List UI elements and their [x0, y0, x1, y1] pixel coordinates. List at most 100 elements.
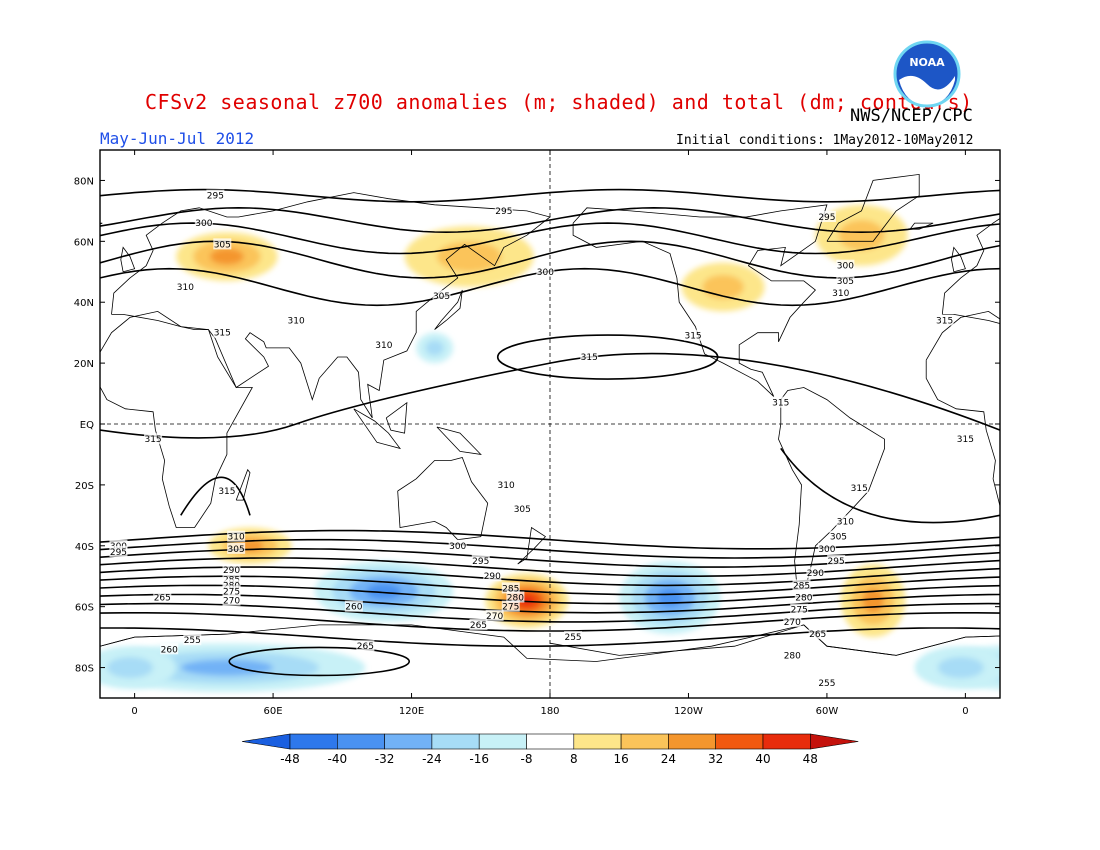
contour-label-bg	[356, 640, 375, 652]
contour-label: 310	[836, 515, 855, 527]
plot-frame	[99, 149, 1001, 699]
contour-label-text: 270	[486, 612, 503, 622]
coastline	[1067, 470, 1081, 500]
anomaly-shading	[100, 204, 1000, 692]
contour-label-text: 300	[818, 545, 835, 555]
contour-label-text: 280	[507, 594, 524, 604]
contour-label: 270	[783, 615, 802, 628]
contour-label-bg	[160, 643, 179, 655]
colorbar-swatch	[573, 733, 622, 750]
lon-tick-label: 180	[540, 706, 559, 717]
contour-label: 295	[827, 555, 846, 567]
contour-label: 305	[213, 238, 232, 250]
contour-line	[100, 557, 1000, 577]
contour-line	[180, 476, 251, 516]
contour-label-bg	[817, 542, 836, 554]
contour-label: 310	[176, 281, 195, 293]
contour-label-text: 315	[684, 332, 701, 342]
anomaly-band	[425, 340, 444, 356]
contour-label: 255	[564, 631, 583, 643]
anomaly-band	[965, 654, 1000, 681]
contour-label-text: 280	[795, 594, 812, 604]
coastline	[0, 388, 54, 586]
contour-label-text: 310	[288, 316, 305, 326]
contour-label-bg	[344, 600, 363, 612]
anomaly-band	[100, 646, 177, 689]
lon-tick-label: 0	[962, 706, 968, 717]
contour-label-bg	[374, 338, 393, 350]
contour-label-text: 265	[470, 621, 487, 631]
contour-label-text: 315	[936, 316, 953, 326]
coastline	[100, 310, 253, 528]
coastline	[397, 457, 489, 541]
anomaly-band	[366, 583, 402, 600]
lat-tick-label: 80N	[74, 176, 94, 187]
contour-label: 275	[222, 585, 241, 597]
contour-label: 280	[506, 591, 525, 604]
contour-label: 300	[817, 542, 836, 555]
contour-label-text: 285	[793, 581, 810, 591]
contour-label-bg	[222, 585, 241, 597]
lon-tick-label: 0	[131, 706, 137, 717]
contour-label-bg	[817, 210, 836, 222]
contour-label: 260	[344, 600, 363, 613]
contour-label-text: 275	[502, 603, 519, 613]
colorbar-swatch	[384, 733, 433, 750]
anomaly-band	[314, 561, 454, 622]
contour-label-text: 305	[228, 545, 245, 555]
lon-tick-label: 60W	[816, 706, 839, 717]
contour-label-text: 260	[345, 603, 362, 613]
anomaly-band	[404, 226, 534, 287]
contour-label: 315	[935, 314, 954, 326]
contour-label-text: 300	[110, 542, 127, 552]
contour-label-text: 285	[502, 584, 519, 594]
anomaly-band	[106, 656, 154, 679]
anomaly-band	[815, 204, 908, 266]
contour-label-bg	[222, 579, 241, 591]
colorbar-swatch	[526, 733, 575, 750]
contour-line	[100, 267, 1000, 307]
contour-line	[100, 240, 1000, 279]
colorbar-label: -8	[521, 752, 533, 766]
contour-line	[100, 188, 1000, 203]
contour-label: 275	[501, 600, 520, 613]
contour-label: 295	[494, 204, 513, 217]
contour-label-bg	[684, 329, 703, 341]
contour-label-bg	[213, 326, 232, 338]
contour-line	[100, 593, 1000, 614]
contour-label: 300	[194, 217, 213, 229]
contour-label: 310	[287, 314, 306, 326]
coastline	[826, 173, 920, 242]
contour-label-bg	[783, 615, 802, 627]
contour-label-bg	[153, 591, 172, 603]
coastline	[517, 526, 547, 565]
contour-label-bg	[287, 314, 306, 326]
contour-label-text: 315	[218, 487, 235, 497]
contour-label-text: 315	[772, 399, 789, 409]
colorbar: -48 -40 -32 -24 -16 -8 8 16 24 32 40 48	[241, 733, 859, 766]
colorbar-swatch	[668, 733, 717, 750]
contour-label-text: 310	[837, 517, 854, 527]
contour-line	[100, 612, 1000, 632]
continent-outlines	[0, 173, 1081, 662]
anomaly-band	[937, 656, 984, 679]
anomaly-band	[502, 584, 552, 618]
anomaly-band	[436, 241, 502, 272]
anomaly-feature	[208, 527, 292, 565]
anomaly-band	[349, 576, 419, 607]
contour-label: 300	[836, 259, 855, 272]
anomaly-feature	[815, 204, 908, 266]
contour-label-text: 290	[807, 569, 824, 579]
contour-label-text: 295	[828, 557, 845, 567]
contour-label: 300	[536, 265, 555, 278]
contour-label: 315	[217, 484, 236, 497]
contour-label: 255	[183, 634, 202, 646]
contour-line	[100, 538, 1000, 559]
colorbar-label: -16	[469, 752, 489, 766]
contour-label-bg	[176, 281, 195, 292]
anomaly-feature	[681, 262, 765, 312]
anomaly-band	[862, 588, 884, 613]
anomaly-band	[702, 274, 744, 300]
contour-label-bg	[771, 396, 790, 408]
